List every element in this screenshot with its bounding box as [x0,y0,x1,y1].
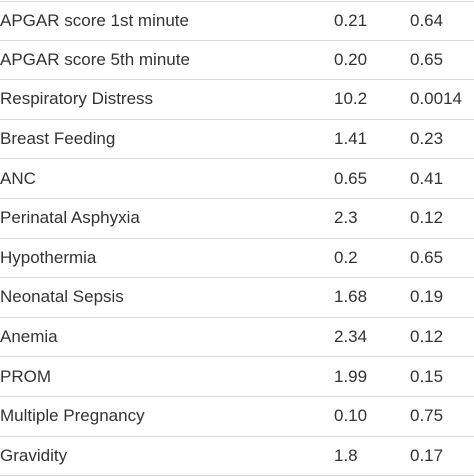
table-row: APGAR score 1st minute 0.21 0.64 [0,1,474,41]
row-value-2: 0.12 [410,327,444,347]
row-label: Hypothermia [0,247,97,267]
table-row: Gravidity 1.8 0.17 [0,437,474,476]
row-label: Gravidity [0,445,68,465]
table-row: Neonatal Sepsis 1.68 0.19 [0,278,474,318]
row-value-1: 0.2 [334,247,358,267]
table-row: Breast Feeding 1.41 0.23 [0,120,474,160]
row-label: Anemia [0,327,58,347]
row-value-1: 2.3 [334,208,358,228]
row-label: APGAR score 1st minute [0,10,189,30]
row-value-2: 0.75 [410,406,444,426]
row-label: PROM [0,366,51,386]
row-value-2: 0.65 [410,49,444,69]
table-row: PROM 1.99 0.15 [0,357,474,397]
table-row: Respiratory Distress 10.2 0.0014 [0,80,474,120]
row-value-2: 0.65 [410,247,444,267]
row-value-2: 0.15 [410,366,444,386]
table-row: Multiple Pregnancy 0.10 0.75 [0,397,474,437]
row-label: Perinatal Asphyxia [0,208,140,228]
row-value-1: 2.34 [334,327,368,347]
row-value-1: 10.2 [334,89,368,109]
row-value-1: 0.20 [334,49,368,69]
row-value-2: 0.23 [410,129,444,149]
row-label: Multiple Pregnancy [0,406,145,426]
row-value-1: 0.65 [334,168,368,188]
row-value-2: 0.19 [410,287,444,307]
row-label: Breast Feeding [0,129,116,149]
table-row: APGAR score 5th minute 0.20 0.65 [0,41,474,81]
row-label: ANC [0,168,36,188]
table-row: Hypothermia 0.2 0.65 [0,239,474,279]
table-row: Anemia 2.34 0.12 [0,318,474,358]
row-value-2: 0.17 [410,445,444,465]
row-label: Neonatal Sepsis [0,287,124,307]
row-value-1: 1.41 [334,129,368,149]
row-value-1: 1.68 [334,287,368,307]
row-label: Respiratory Distress [0,89,154,109]
table-row: Perinatal Asphyxia 2.3 0.12 [0,199,474,239]
row-value-2: 0.12 [410,208,444,228]
row-value-2: 0.41 [410,168,444,188]
row-value-1: 0.21 [334,10,368,30]
row-label: APGAR score 5th minute [0,49,190,69]
row-value-1: 0.10 [334,406,368,426]
row-value-1: 1.8 [334,445,358,465]
row-value-2: 0.64 [410,10,444,30]
row-value-1: 1.99 [334,366,368,386]
table-row: ANC 0.65 0.41 [0,159,474,199]
row-value-2: 0.0014 [410,89,462,109]
